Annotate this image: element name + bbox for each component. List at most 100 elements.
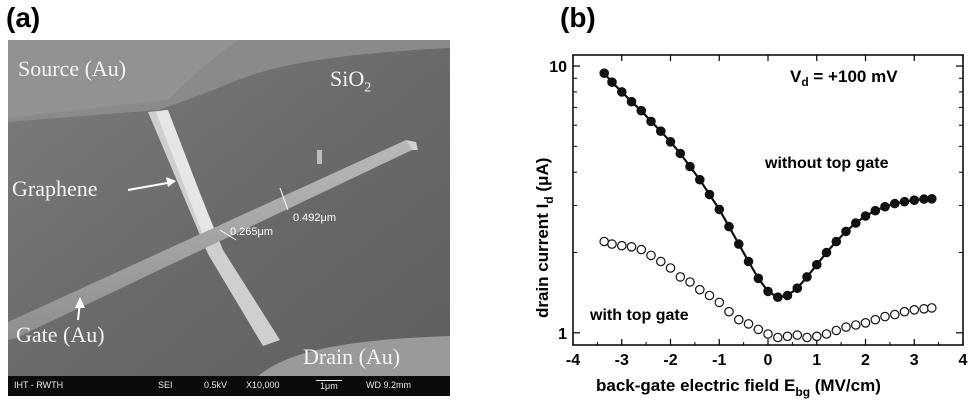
data-point-with-top-gate [909,304,920,315]
graphene-arrow-head [166,177,176,187]
sio2-label: SiO2 [330,66,371,96]
data-point-with-top-gate [753,324,764,335]
x-tick-label: -1 [712,352,726,369]
data-point-without-top-gate [655,126,666,136]
sem-lab-name: IHT - RWTH [14,380,64,390]
source-label: Source (Au) [18,56,127,81]
data-point-with-top-gate [743,319,754,329]
x-tick-label: -4 [566,352,580,369]
sem-info-bar: IHT - RWTH SEI 0.5kV X10,000 1μm WD 9.2m… [8,376,450,396]
data-point-without-top-gate [772,292,783,302]
sem-mode: SEI [158,380,173,390]
data-point-with-top-gate [636,244,647,255]
vd-annotation-tail: = +100 mV [809,67,899,86]
data-point-with-top-gate [841,322,851,332]
source-electrode-top [8,40,238,118]
data-point-with-top-gate [685,277,695,287]
data-point-with-top-gate [782,331,793,342]
y-axis-label: drain current Id (μA) [533,158,556,318]
data-point-without-top-gate [926,194,937,204]
gate-arrow-head [75,297,85,308]
x-tick-label: -2 [663,352,677,369]
x-axis-label: back-gate electric field Ebg (MV/cm) [596,376,881,399]
data-point-without-top-gate [811,259,822,270]
data-point-with-top-gate [714,297,725,308]
sio2-text: SiO [330,66,365,91]
sem-magnification: X10,000 [246,380,280,390]
series-line-without-top-gate [603,72,932,299]
data-point-without-top-gate [753,273,764,284]
data-point-without-top-gate [724,221,734,232]
graphene-highlight [156,110,218,248]
data-point-without-top-gate [870,205,881,216]
sem-scale-bar: 1μm [316,380,342,391]
data-point-without-top-gate [743,256,754,267]
data-point-without-top-gate [607,77,617,87]
data-point-with-top-gate [821,329,832,339]
x-axis-label-sub: bg [795,385,810,399]
x-tick-label: 3 [910,352,919,369]
debris [317,150,322,164]
vd-annotation: Vd = +100 mV [790,67,898,89]
data-point-with-top-gate [926,303,937,313]
data-point-without-top-gate [860,211,871,221]
dimension-line-length [279,187,289,211]
data-point-without-top-gate [821,247,832,258]
data-point-without-top-gate [919,194,929,204]
data-point-without-top-gate [880,201,890,212]
data-point-with-top-gate [792,330,803,340]
data-point-with-top-gate [704,290,715,301]
data-point-with-top-gate [811,331,822,342]
vd-annotation-main: V [790,67,802,86]
data-point-without-top-gate [909,195,920,205]
y-axis-label-sub: d [542,196,556,203]
data-point-without-top-gate [889,198,900,209]
y-axis-label-main: drain current I [533,204,552,318]
dimension-line-width [219,229,237,241]
data-point-with-top-gate [694,284,705,295]
graphene-arrow [127,181,174,191]
data-point-with-top-gate [607,239,617,249]
gate-tip [406,140,418,150]
data-point-with-top-gate [919,303,929,314]
data-point-without-top-gate [831,236,842,247]
data-point-without-top-gate [899,196,910,207]
data-point-with-top-gate [626,242,637,252]
data-point-without-top-gate [714,204,725,215]
panel-a-label: (a) [6,2,41,33]
length-dimension-label: 0.492μm [293,212,337,224]
data-point-with-top-gate [675,272,686,282]
data-point-without-top-gate [792,283,803,293]
width-dimension-label: 0.265μm [230,226,274,238]
data-point-with-top-gate [763,329,773,339]
y-axis-label-tail: (μA) [533,158,552,197]
data-point-without-top-gate [599,68,609,78]
vd-annotation-sub: d [801,75,808,89]
data-point-with-top-gate [733,314,744,325]
data-point-without-top-gate [782,290,793,301]
data-point-without-top-gate [733,239,744,249]
data-point-with-top-gate [772,332,783,343]
series-lines [603,72,932,299]
x-ticks: -4 -3 -2 -1 0 1 2 3 4 [566,55,968,369]
data-point-without-top-gate [626,96,637,107]
data-point-without-top-gate [665,137,676,147]
x-tick-label: 1 [812,352,821,369]
data-point-with-top-gate [599,236,609,247]
data-point-without-top-gate [841,226,851,237]
x-axis-label-main: back-gate electric field E [596,376,795,395]
data-point-with-top-gate [802,332,812,343]
series-label-with-top-gate: with top gate [589,307,689,324]
x-tick-label: 0 [764,352,773,369]
sem-voltage: 0.5kV [204,380,228,390]
data-point-without-top-gate [850,218,861,228]
data-point-without-top-gate [694,174,705,185]
series-label-without-top-gate: without top gate [764,155,889,172]
gate-finger [8,140,412,340]
sem-micrograph: Source (Au) SiO2 Graphene Gate (Au) Drai… [8,40,450,396]
data-point-without-top-gate [685,161,695,172]
data-point-without-top-gate [636,105,647,116]
data-point-with-top-gate [616,240,627,251]
data-point-with-top-gate [850,320,861,330]
